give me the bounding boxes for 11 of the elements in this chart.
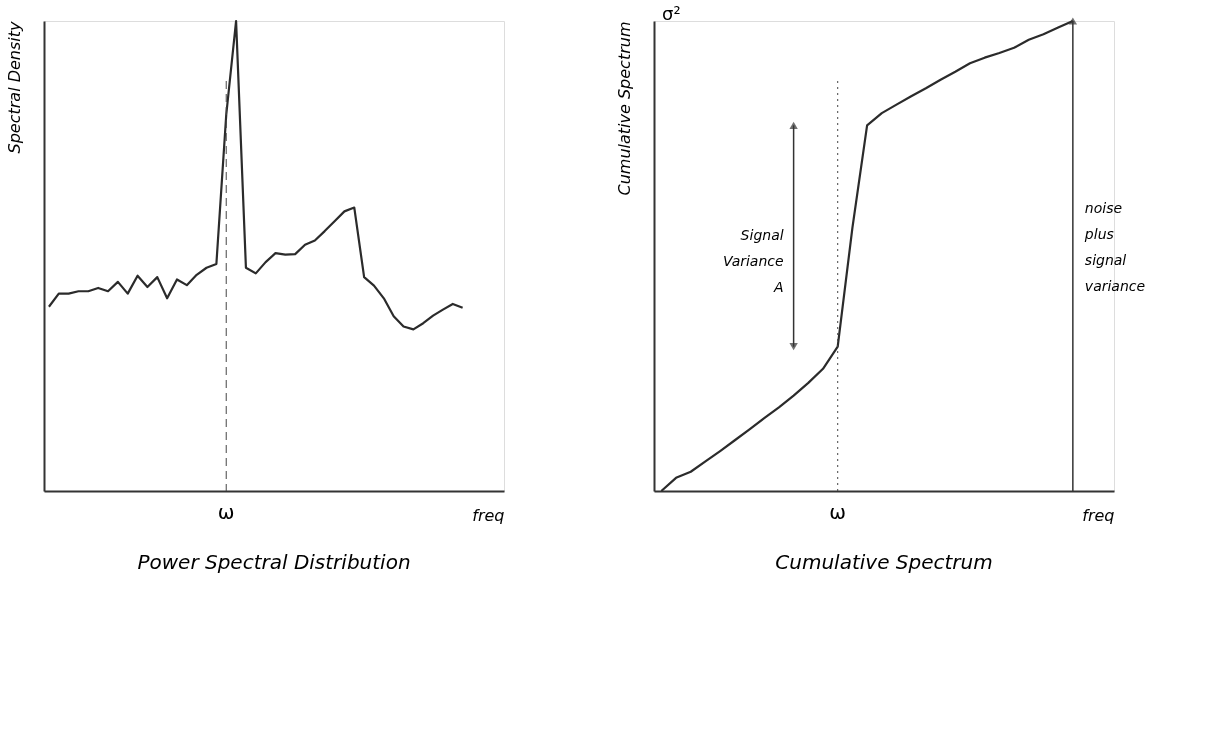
x-axis-title: freq	[1082, 505, 1115, 525]
text: noise plus signal variance	[1083, 200, 1146, 294]
text: Cumulative Spectrum	[775, 550, 993, 574]
y-axis-title: Cumulative Spectrum	[614, 21, 634, 196]
text: ω	[217, 500, 235, 524]
annotation: Signal Variance A	[722, 227, 784, 296]
x-axis-title: freq	[472, 505, 505, 525]
text: Power Spectral Distribution	[137, 550, 411, 574]
text: ω	[829, 500, 847, 524]
annotation: σ²	[662, 3, 681, 24]
y-axis-title: Spectral Density	[4, 20, 24, 154]
